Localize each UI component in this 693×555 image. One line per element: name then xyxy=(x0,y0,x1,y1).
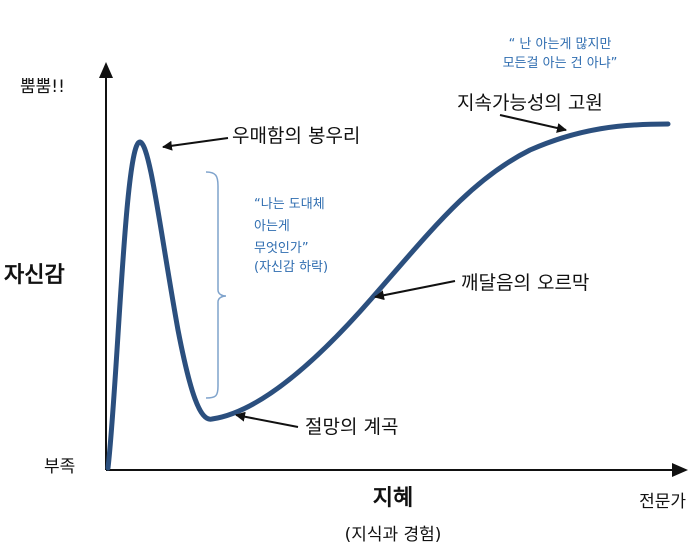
dip-quote-line: “나는 도대체 xyxy=(254,197,325,212)
dip-quote-line: 아는게 xyxy=(254,219,290,234)
valley-arrow xyxy=(235,411,299,428)
stage-label-plateau: 지속가능성의 고원 xyxy=(457,92,603,114)
y-axis-arrowhead xyxy=(99,62,113,78)
x-axis-end-label: 전문가 xyxy=(639,492,686,512)
plateau-arrow xyxy=(499,114,567,133)
dip-quote-line: 무엇인가” xyxy=(254,241,309,256)
y-axis-title: 자신감 xyxy=(4,263,65,288)
top-quote-line: “ 난 아는게 많지만 xyxy=(509,37,612,52)
top-quote-line: 모든걸 아는 건 아냐” xyxy=(503,56,618,71)
y-axis-bottom-label: 부족 xyxy=(44,457,75,477)
slope-arrow xyxy=(374,280,456,301)
y-axis-top-label: 뿜뿜!! xyxy=(20,77,65,97)
x-axis-arrowhead xyxy=(672,463,688,477)
dip-bracket xyxy=(205,171,227,399)
x-axis-subtitle: (지식과 경험) xyxy=(345,525,442,545)
stage-label-valley: 절망의 계곡 xyxy=(305,416,398,438)
x-axis-title: 지혜 xyxy=(373,486,413,511)
dip-quote-line: (자신감 하락) xyxy=(254,260,328,275)
confidence-curve xyxy=(105,121,671,471)
stage-label-slope: 깨달음의 오르막 xyxy=(461,272,589,294)
stage-label-peak: 우매함의 봉우리 xyxy=(232,125,360,147)
peak-arrow xyxy=(162,137,229,151)
